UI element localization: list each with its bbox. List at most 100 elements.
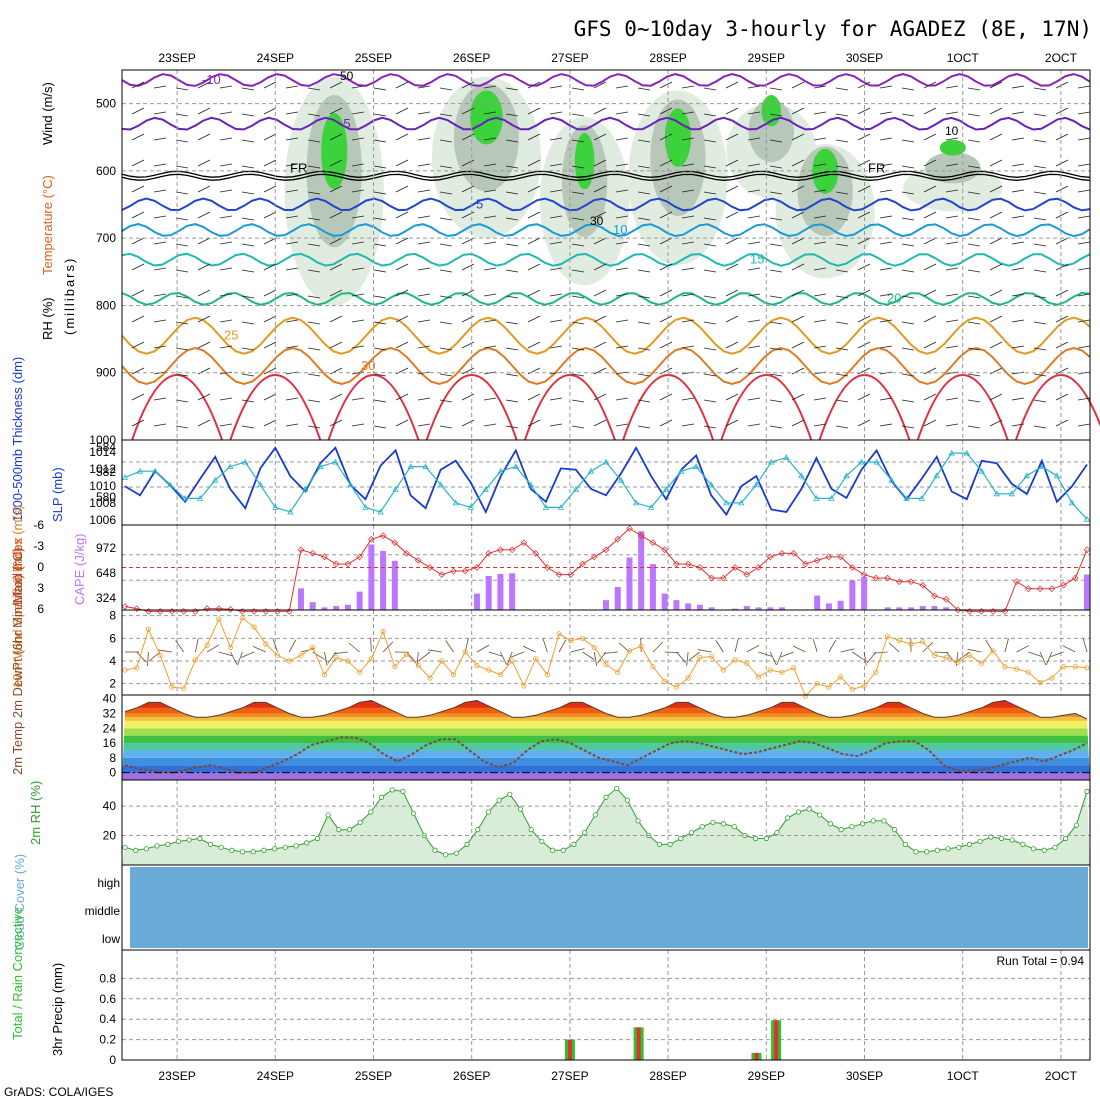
- wind-barb: [1077, 215, 1091, 219]
- slp-marker: [467, 504, 474, 510]
- rh2m-marker: [560, 847, 566, 853]
- wind-barb: [288, 639, 297, 653]
- wind-barb: [505, 269, 519, 273]
- wind-barb: [418, 651, 431, 661]
- wind-barb: [747, 163, 761, 167]
- cape-bar: [661, 593, 668, 610]
- lifted-index-marker: [919, 581, 927, 589]
- wind-barb: [571, 87, 585, 91]
- date-label-top: 1OCT: [947, 51, 980, 65]
- li-ylabel: Lifted Index: [10, 537, 25, 605]
- wind-barb: [252, 645, 266, 653]
- wind-barb: [153, 215, 167, 219]
- lifted-index-line: [124, 527, 1088, 612]
- precip-convective-bar: [567, 1039, 572, 1060]
- rh2m-marker: [763, 835, 769, 842]
- wind-barb: [989, 159, 1003, 167]
- wind-speed-marker: [978, 660, 985, 666]
- wind-barb: [131, 419, 145, 427]
- slp-marker: [753, 481, 760, 488]
- wind-barb: [1033, 295, 1047, 299]
- wind-barb: [307, 217, 321, 221]
- wind-speed-marker: [474, 662, 480, 669]
- rh2m-marker: [229, 847, 235, 853]
- y-axis-label: 3hr Precip (mm): [50, 963, 65, 1056]
- lifted-index-marker: [461, 567, 469, 575]
- cape-bar: [861, 577, 868, 610]
- wind-barb: [725, 315, 739, 323]
- upper-air-ylabel: RH (%) Temperature (°C) Wind (m/s): [40, 82, 55, 340]
- wind-barb: [285, 85, 299, 89]
- wind-barb: [505, 165, 519, 169]
- rh2m-marker: [827, 821, 834, 827]
- cape-bar: [497, 573, 504, 610]
- freezing-level-label: FR: [290, 160, 307, 175]
- rh2m-marker: [389, 787, 395, 793]
- lifted-index-marker: [825, 553, 833, 561]
- wind-barb: [835, 373, 849, 377]
- wind-barb: [967, 347, 981, 351]
- wind-barb: [241, 217, 255, 221]
- wind-barb: [476, 644, 490, 653]
- wind-barb: [373, 243, 387, 247]
- wind-barb: [593, 211, 607, 219]
- wind-barb: [1011, 319, 1025, 323]
- y-tick-label: 1014: [89, 445, 116, 459]
- wind-barb: [747, 189, 761, 193]
- wind-barb: [505, 347, 519, 351]
- wind-barb: [703, 373, 717, 377]
- wind-speed-marker: [157, 652, 163, 658]
- wind-barb: [285, 189, 299, 193]
- lifted-index-marker: [426, 564, 434, 571]
- rh2m-marker: [806, 806, 812, 812]
- wind-barb: [329, 159, 343, 167]
- cape-bar: [673, 600, 680, 610]
- wind-barb: [901, 295, 915, 299]
- wind-barb: [329, 81, 343, 89]
- wind-barb: [715, 640, 724, 653]
- wind-barb: [681, 423, 695, 427]
- rh2m-marker: [1063, 835, 1069, 842]
- wind-barb: [131, 289, 145, 297]
- wind-barb: [989, 185, 1003, 193]
- wind-barb: [725, 393, 739, 401]
- slp-marker: [542, 504, 550, 510]
- wind-barb: [923, 393, 937, 401]
- slp-marker: [497, 467, 504, 474]
- wind-barb: [866, 651, 877, 664]
- rh2m-marker: [485, 809, 492, 815]
- y-tick-label: 6: [109, 631, 116, 645]
- wind-speed-marker: [556, 631, 562, 637]
- lifted-index-marker: [802, 560, 809, 568]
- wind-barb: [989, 237, 1003, 245]
- wind-barb: [747, 137, 761, 141]
- wind-barb: [571, 269, 585, 273]
- rh2m-marker: [175, 838, 182, 845]
- wind-barb: [945, 215, 959, 219]
- wind-speed-marker: [310, 644, 316, 651]
- wind-barb: [1055, 289, 1069, 297]
- wind-barb: [813, 397, 827, 401]
- wind-barb: [769, 113, 783, 117]
- temperature-contour-label: 10: [613, 222, 627, 237]
- wind-barb: [1011, 163, 1025, 167]
- wind-barb: [1011, 241, 1025, 245]
- y-tick-label: 582: [96, 465, 116, 479]
- wind-barb: [659, 159, 673, 167]
- lifted-index-marker: [684, 560, 692, 568]
- wind-barb: [395, 263, 409, 271]
- wind-barb: [153, 293, 167, 297]
- wind-barb: [329, 341, 343, 349]
- wind-barb: [285, 215, 299, 219]
- temperature-band: [122, 707, 1090, 714]
- wind-barb: [219, 189, 233, 193]
- wind-barb: [483, 189, 497, 193]
- wind-barb: [1077, 111, 1091, 115]
- date-label-top: 30SEP: [846, 51, 883, 65]
- cape-bar: [685, 603, 692, 610]
- wind-barb: [659, 107, 673, 115]
- wind-barb: [967, 425, 981, 429]
- wind-barb: [725, 237, 739, 245]
- wind-barb: [967, 217, 981, 221]
